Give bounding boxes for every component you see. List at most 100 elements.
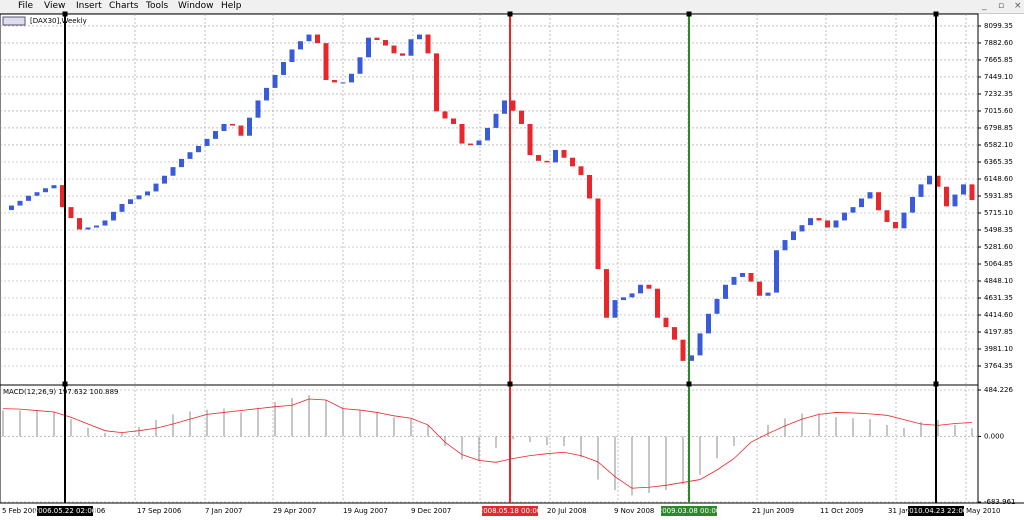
macd-bar <box>393 417 395 437</box>
marker-handle <box>686 381 692 387</box>
macd-bar <box>325 399 327 437</box>
x-tick-label: 11 Oct 2009 <box>820 507 863 515</box>
x-tick-label: 5 Feb 2006 <box>2 507 42 515</box>
candle <box>179 158 184 168</box>
candle <box>527 123 533 156</box>
macd-bar <box>665 436 667 491</box>
candle <box>723 284 728 299</box>
candle <box>952 194 958 207</box>
candle <box>680 339 686 361</box>
y-tick-label: 8099.35 <box>984 22 1013 30</box>
candle <box>969 184 975 201</box>
candle <box>663 317 669 328</box>
y-tick-label: 3981.10 <box>984 345 1013 353</box>
marker-label: 2010.04.23 22:00 <box>905 507 967 515</box>
macd-bar <box>70 419 72 437</box>
y-tick-label: 4631.35 <box>984 294 1013 302</box>
candle <box>366 37 371 58</box>
y-tick-label: -683.961 <box>984 498 1015 506</box>
candle <box>638 284 643 294</box>
y-tick-label: 4414.60 <box>984 311 1013 319</box>
candle <box>230 123 235 126</box>
candle <box>374 37 380 41</box>
candle <box>910 196 915 213</box>
candle <box>791 231 796 241</box>
candle <box>357 57 363 74</box>
macd-bar <box>87 427 89 437</box>
window-button[interactable]: _ <box>982 1 987 11</box>
candle <box>544 160 550 163</box>
marker-handle <box>62 11 68 17</box>
marker-handle <box>686 11 692 17</box>
menu-item[interactable]: Window <box>178 1 214 11</box>
y-tick-label: 3764.35 <box>984 362 1013 370</box>
candle <box>238 125 244 136</box>
y-tick-label: 4197.85 <box>984 328 1013 336</box>
candle <box>578 166 584 175</box>
signal-line <box>2 398 973 489</box>
candle <box>833 220 839 228</box>
marker-label: 2006.05.22 02:00 <box>34 507 96 515</box>
candle <box>417 34 422 40</box>
macd-bar <box>937 420 939 437</box>
menu-item[interactable]: Insert <box>76 1 102 11</box>
candle <box>561 150 567 158</box>
candle <box>595 198 601 270</box>
menu-item[interactable]: Charts <box>109 1 139 11</box>
menu-item[interactable]: File <box>18 1 34 11</box>
x-tick-label: 21 Jun 2009 <box>752 507 794 515</box>
candle <box>196 145 201 153</box>
candle <box>170 167 176 176</box>
candle <box>706 313 711 334</box>
candle <box>400 53 405 56</box>
macd-bar <box>835 417 837 437</box>
menu-item[interactable]: View <box>44 1 66 11</box>
menu-item[interactable]: Help <box>221 1 242 11</box>
macd-bar <box>121 432 123 437</box>
candle <box>748 273 754 282</box>
macd-bar <box>427 424 429 437</box>
marker-label: 2008.05.18 00:00 <box>479 507 541 515</box>
menu-item[interactable]: Tools <box>146 1 169 11</box>
window-button[interactable]: × <box>1014 1 1022 11</box>
y-tick-label: 5281.60 <box>984 243 1013 251</box>
candle <box>332 80 337 83</box>
macd-bar <box>495 436 497 448</box>
macd-bar <box>597 436 599 480</box>
candle <box>553 150 558 163</box>
x-tick-label: 19 Aug 2007 <box>343 507 388 515</box>
candle <box>765 292 771 296</box>
candle <box>247 117 252 136</box>
x-tick-label: 31 Jan <box>888 507 910 515</box>
candle <box>485 127 490 141</box>
y-tick-label: 5064.85 <box>984 260 1013 268</box>
candle <box>493 113 499 128</box>
candle <box>204 138 210 146</box>
candle <box>315 34 320 44</box>
macd-bar <box>36 410 38 437</box>
macd-bar <box>733 436 735 447</box>
macd-bar <box>614 436 616 491</box>
candle <box>757 281 762 296</box>
candle <box>425 34 431 54</box>
window-button[interactable]: ▫ <box>998 1 1005 11</box>
candle <box>281 62 286 75</box>
x-tick-label: 29 Apr 2007 <box>273 507 316 515</box>
macd-bar <box>699 436 701 475</box>
macd-bar <box>767 424 769 437</box>
candle <box>323 43 329 81</box>
x-tick-label: 006 <box>92 507 106 515</box>
y-tick-label: 5498.35 <box>984 226 1013 234</box>
candle <box>26 195 31 201</box>
y-tick-label: 6148.60 <box>984 175 1013 183</box>
y-tick-label: 7232.35 <box>984 90 1013 98</box>
x-tick-label: May 2010 <box>966 507 1001 515</box>
marker-box <box>661 506 717 516</box>
x-tick-label: 20 Jul 2008 <box>547 507 587 515</box>
candle <box>850 207 856 213</box>
macd-bar <box>971 428 973 437</box>
candle <box>128 199 133 204</box>
candle <box>927 175 932 185</box>
marker-box <box>908 506 964 516</box>
